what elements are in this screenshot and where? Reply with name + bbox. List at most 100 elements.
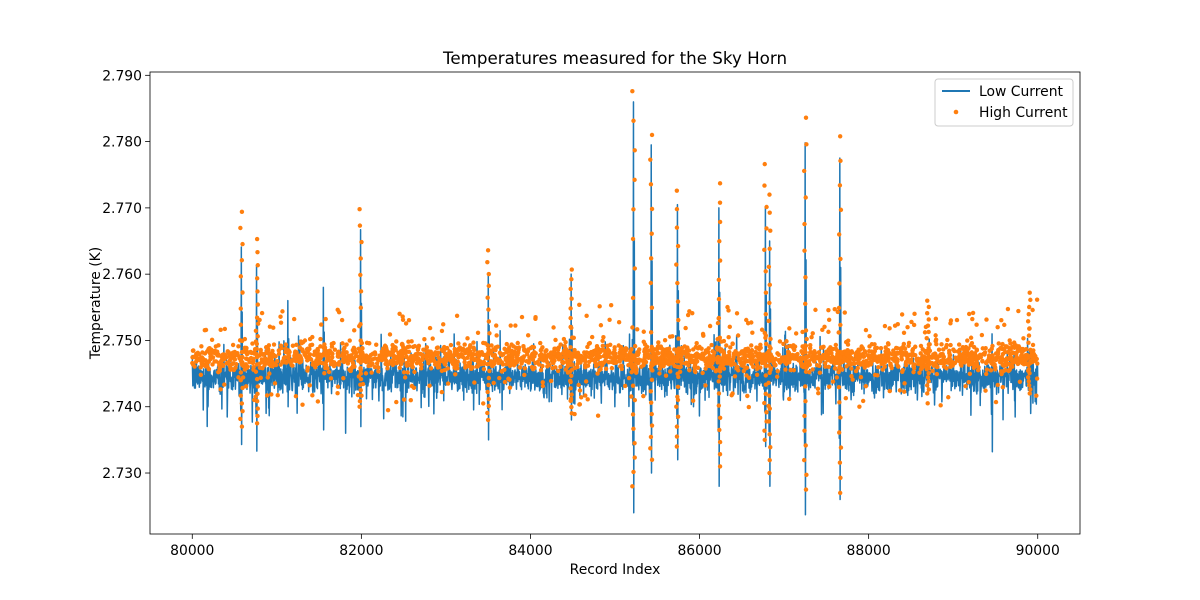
scatter-point [589,353,594,358]
scatter-point [666,346,672,351]
scatter-point-spike [767,457,772,463]
scatter-point [422,337,427,342]
scatter-point [979,332,985,338]
scatter-point-spike [630,369,635,374]
scatter-point [965,338,970,343]
scatter-point [832,361,837,366]
scatter-point [305,346,311,351]
scatter-point [695,355,700,360]
scatter-point [1034,376,1040,381]
scatter-point [577,388,583,393]
scatter-point-spike [255,406,260,411]
scatter-point [611,351,616,357]
scatter-point [471,340,476,345]
scatter-point [236,344,241,349]
scatter-point [758,345,763,350]
scatter-point [397,311,402,317]
scatter-point [687,368,692,373]
scatter-point-spike [717,239,722,244]
scatter-point-spike [838,415,843,420]
legend-swatch-high-current [953,109,959,115]
scatter-point [596,350,601,355]
x-tick-label: 82000 [339,543,383,559]
scatter-point [941,347,946,352]
scatter-point [258,375,263,381]
scatter-point-spike [1026,304,1032,310]
scatter-point [411,354,417,360]
scatter-point [827,357,832,363]
scatter-point [679,357,685,362]
scatter-point [902,389,907,394]
scatter-point [326,369,332,375]
scatter-point [627,351,632,357]
scatter-point-spike [767,300,772,306]
scatter-point [773,357,778,362]
scatter-point [300,402,305,407]
scatter-point [472,380,477,385]
scatter-point-spike [767,393,772,398]
scatter-point [405,370,410,375]
scatter-point [676,346,681,351]
scatter-point [703,366,708,371]
scatter-point-spike [649,305,655,310]
scatter-point [719,347,724,352]
scatter-point-spike [1026,354,1031,360]
x-tick-label: 90000 [1016,543,1060,559]
scatter-point [834,375,840,380]
scatter-point-spike [674,434,680,439]
scatter-point-spike [486,375,492,381]
scatter-point [412,343,418,349]
scatter-point [953,355,958,360]
scatter-point-spike [717,335,723,340]
scatter-point [276,348,281,353]
scatter-point [293,349,298,354]
scatter-point-spike [648,280,654,286]
scatter-point [492,354,498,360]
scatter-point-spike [675,394,680,399]
scatter-point-spike [630,412,636,417]
scatter-point [742,350,747,356]
scatter-point [692,363,698,368]
scatter-point-spike [1028,358,1033,364]
scatter-point [934,371,940,377]
scatter-point [734,311,740,316]
scatter-point [415,351,421,357]
scatter-point [257,365,263,371]
scatter-point [426,361,431,366]
scatter-point-spike [630,295,636,301]
scatter-point [754,366,760,372]
scatter-point [269,358,274,364]
scatter-point [563,367,568,372]
scatter-point [641,361,647,366]
scatter-point [622,346,627,352]
scatter-point [310,362,315,367]
scatter-point-spike [1027,371,1032,376]
scatter-point [909,319,914,325]
scatter-point [856,360,861,365]
scatter-point [508,323,513,328]
scatter-point [899,357,904,362]
scatter-point [250,341,255,346]
scatter-point [707,323,713,329]
scatter-point [261,357,267,363]
scatter-point-spike [240,385,245,391]
scatter-point [579,353,584,359]
scatter-point [533,314,538,320]
scatter-point [878,346,884,351]
scatter-point [947,353,953,358]
scatter-point-spike [674,262,679,267]
scatter-point [613,359,619,365]
scatter-point [788,367,793,373]
scatter-point [602,359,608,364]
scatter-point-spike [648,400,654,405]
scatter-point [280,309,285,314]
scatter-point-spike [649,457,655,462]
scatter-point [686,363,691,368]
scatter-point [947,348,952,353]
scatter-point [583,379,589,384]
scatter-point [258,350,264,355]
scatter-point-spike [717,258,723,263]
scatter-point [609,359,614,365]
scatter-point [384,347,389,353]
scatter-point [355,392,361,398]
